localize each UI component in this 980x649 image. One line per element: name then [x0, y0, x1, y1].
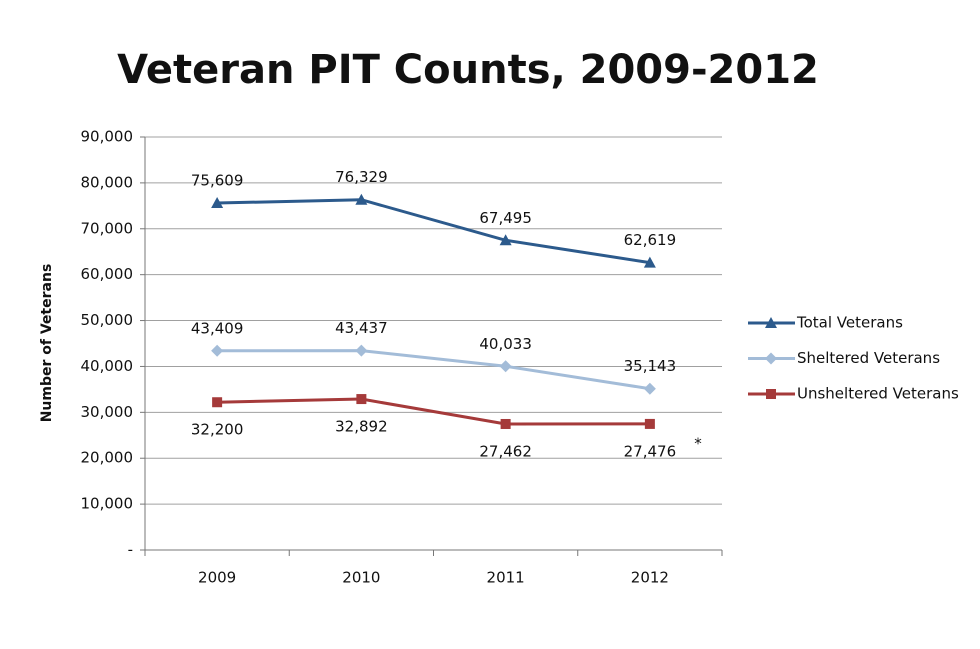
- data-point: [643, 382, 656, 395]
- legend-marker: [766, 389, 776, 399]
- y-tick-label: 80,000: [81, 173, 134, 191]
- y-tick-label: 20,000: [81, 449, 134, 467]
- legend-label: Total Veterans: [796, 314, 903, 332]
- legend-marker: [765, 317, 777, 328]
- series-line: [217, 349, 651, 391]
- y-tick-label: 60,000: [81, 265, 134, 283]
- data-label: 75,609: [191, 172, 244, 190]
- data-point: [211, 197, 224, 209]
- data-point: [499, 234, 512, 246]
- legend-label: Sheltered Veterans: [797, 349, 940, 367]
- y-tick-label: 40,000: [81, 357, 134, 375]
- data-point: [211, 344, 224, 357]
- data-point: [355, 193, 368, 205]
- data-label: 43,409: [191, 319, 244, 337]
- y-tick-label: 70,000: [81, 219, 134, 237]
- y-tick-label: -: [128, 541, 133, 559]
- legend-marker: [765, 352, 777, 365]
- data-label: 43,437: [335, 319, 388, 337]
- data-label: 27,476: [624, 442, 677, 460]
- x-tick-label: 2011: [487, 569, 525, 587]
- y-tick-label: 10,000: [81, 495, 134, 513]
- data-label: 76,329: [335, 168, 388, 186]
- data-label: 35,143: [624, 357, 677, 375]
- x-tick-label: 2012: [631, 569, 669, 587]
- data-label: 27,462: [479, 442, 532, 460]
- data-label: 40,033: [479, 335, 532, 353]
- data-point: [644, 418, 655, 429]
- y-tick-label: 30,000: [81, 403, 134, 421]
- y-axis-label: Number of Veterans: [39, 264, 55, 423]
- y-tick-label: 50,000: [81, 311, 134, 329]
- y-tick-label: 90,000: [81, 128, 134, 146]
- data-label: 62,619: [624, 231, 677, 249]
- x-tick-label: 2009: [198, 569, 236, 587]
- x-tick-label: 2010: [342, 569, 380, 587]
- legend-label: Unsheltered Veterans: [797, 385, 959, 403]
- data-point: [499, 360, 512, 373]
- series-line: [217, 397, 650, 426]
- data-label: 32,200: [191, 421, 244, 439]
- data-point: [643, 256, 656, 268]
- data-point: [212, 397, 223, 408]
- chart-title: Veteran PIT Counts, 2009-2012: [117, 47, 819, 93]
- data-point: [355, 344, 368, 357]
- series-line: [217, 198, 651, 265]
- data-label: 32,892: [335, 418, 388, 436]
- data-label: 67,495: [479, 209, 532, 227]
- data-point: [356, 394, 367, 405]
- annotation: *: [694, 434, 702, 452]
- data-point: [500, 418, 511, 429]
